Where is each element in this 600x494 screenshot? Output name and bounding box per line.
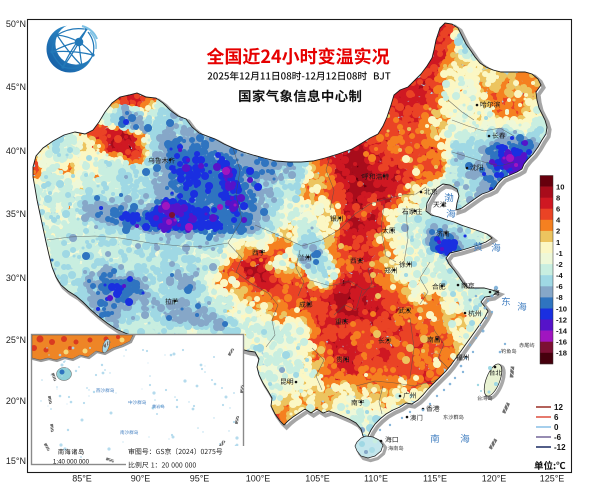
svg-text:-4: -4 — [556, 271, 564, 280]
svg-text:-2: -2 — [556, 260, 563, 269]
svg-text:1:40 000 000: 1:40 000 000 — [53, 459, 90, 466]
svg-text:10: 10 — [556, 182, 564, 191]
svg-text:25°N: 25°N — [6, 335, 26, 345]
svg-text:15°N: 15°N — [6, 456, 26, 466]
svg-text:4: 4 — [556, 216, 561, 225]
svg-text:-16: -16 — [556, 338, 567, 347]
svg-text:1: 1 — [556, 238, 561, 247]
svg-text:-12: -12 — [556, 315, 567, 324]
svg-text:50°N: 50°N — [6, 19, 26, 29]
svg-text:-6: -6 — [554, 433, 562, 442]
svg-text:115°E: 115°E — [423, 474, 447, 484]
svg-text:12: 12 — [554, 403, 563, 412]
svg-text:35°N: 35°N — [6, 209, 26, 219]
svg-text:-18: -18 — [556, 349, 567, 358]
svg-text:125°E: 125°E — [540, 474, 565, 484]
svg-text:-14: -14 — [556, 326, 568, 335]
svg-text:2: 2 — [556, 227, 560, 236]
svg-text:85°E: 85°E — [72, 474, 92, 484]
svg-text:0: 0 — [554, 423, 559, 432]
svg-text:-1: -1 — [556, 249, 564, 258]
svg-text:6: 6 — [556, 205, 560, 214]
svg-text:30°N: 30°N — [6, 273, 26, 283]
svg-text:-6: -6 — [556, 282, 563, 291]
svg-text:-10: -10 — [556, 304, 567, 313]
svg-text:120°E: 120°E — [482, 474, 507, 484]
svg-text:105°E: 105°E — [305, 474, 330, 484]
svg-text:20°N: 20°N — [6, 396, 26, 406]
svg-text:95°E: 95°E — [190, 474, 210, 484]
svg-text:8: 8 — [556, 194, 560, 203]
svg-text:-8: -8 — [556, 293, 563, 302]
svg-text:6: 6 — [554, 413, 559, 422]
svg-text:100°E: 100°E — [246, 474, 271, 484]
svg-text:-12: -12 — [554, 443, 566, 452]
svg-text:40°N: 40°N — [6, 146, 26, 156]
svg-text:90°E: 90°E — [131, 474, 151, 484]
svg-text:45°N: 45°N — [6, 82, 26, 92]
svg-text:110°E: 110°E — [364, 474, 388, 484]
